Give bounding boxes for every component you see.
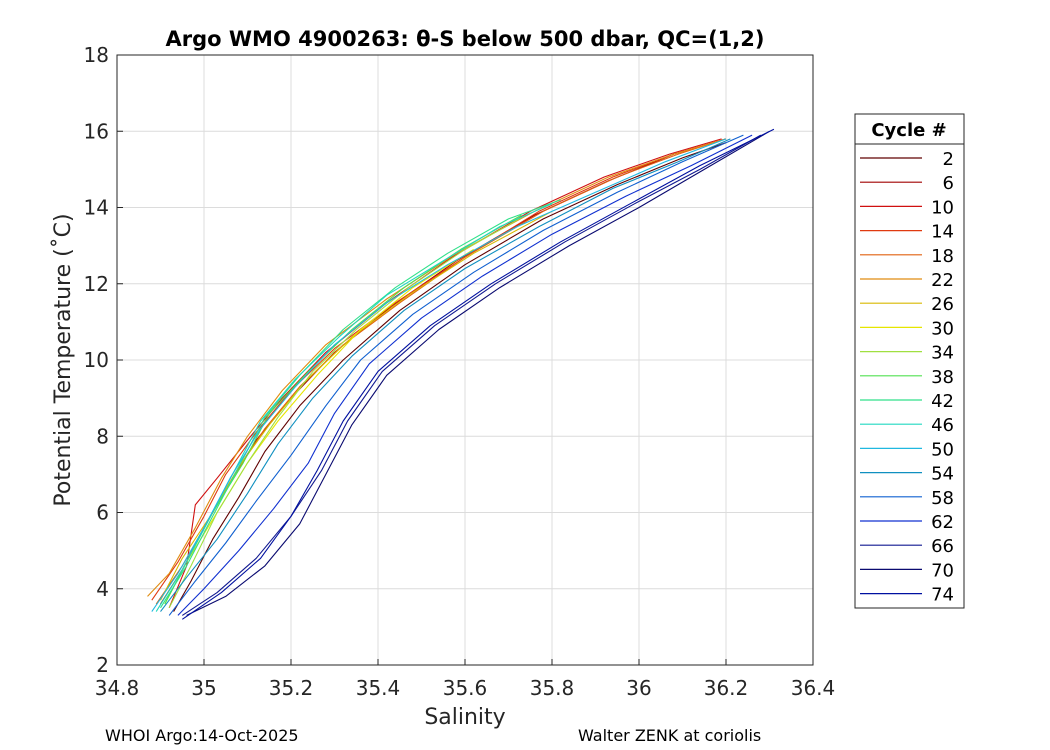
x-tick-label: 35.6 bbox=[443, 676, 488, 700]
legend-entry-label: 38 bbox=[931, 367, 954, 388]
y-tick-label: 12 bbox=[84, 272, 109, 296]
y-axis-ticks: 2 4 6 8 10 12 14 16 18 bbox=[84, 43, 123, 677]
legend-entry-label: 18 bbox=[931, 246, 954, 267]
legend-entry-label: 66 bbox=[931, 536, 954, 557]
y-tick-label: 18 bbox=[84, 43, 109, 67]
y-tick-label: 14 bbox=[84, 196, 109, 220]
legend-entry-label: 14 bbox=[931, 222, 954, 243]
x-tick-label: 36 bbox=[626, 676, 651, 700]
series-line-cycle-70 bbox=[186, 130, 770, 616]
series-line-cycle-26 bbox=[160, 210, 553, 601]
x-tick-label: 35 bbox=[191, 676, 216, 700]
grid-lines bbox=[116, 54, 814, 666]
y-tick-label: 6 bbox=[96, 501, 109, 525]
legend-entry-label: 26 bbox=[931, 294, 954, 315]
footer-left: WHOI Argo:14-Oct-2025 bbox=[105, 726, 299, 745]
x-tick-label: 35.8 bbox=[530, 676, 575, 700]
chart-title: Argo WMO 4900263: θ-S below 500 dbar, QC… bbox=[166, 27, 765, 51]
legend-title: Cycle # bbox=[871, 120, 946, 141]
footer-right: Walter ZENK at coriolis bbox=[578, 726, 761, 745]
series-line-cycle-58 bbox=[168, 134, 744, 616]
series-line-cycle-74 bbox=[181, 128, 775, 620]
series-line-cycle-10 bbox=[168, 138, 722, 609]
x-axis-label: Salinity bbox=[424, 705, 505, 730]
legend-box bbox=[854, 113, 965, 609]
series-lines bbox=[147, 128, 775, 620]
series-line-cycle-50 bbox=[151, 138, 727, 612]
legend-entry-label: 62 bbox=[931, 512, 954, 533]
legend-entry-label: 10 bbox=[931, 197, 954, 218]
series-line-cycle-14 bbox=[151, 138, 727, 601]
y-tick-label: 10 bbox=[84, 348, 109, 372]
legend: Cycle # 26101418222630343842465054586266… bbox=[854, 113, 965, 609]
y-tick-label: 8 bbox=[96, 424, 109, 448]
legend-entry-label: 46 bbox=[931, 415, 954, 436]
x-axis-ticks: 34.8 35 35.2 35.4 35.6 35.8 36 36.2 36.4 bbox=[95, 659, 836, 700]
series-line-cycle-66 bbox=[181, 134, 762, 616]
series-line-cycle-54 bbox=[160, 138, 731, 612]
legend-entry-label: 22 bbox=[931, 270, 954, 291]
y-tick-label: 16 bbox=[84, 119, 109, 143]
series-line-cycle-22 bbox=[147, 138, 727, 597]
legend-entry-label: 50 bbox=[931, 439, 954, 460]
x-tick-label: 36.4 bbox=[791, 676, 836, 700]
y-tick-label: 2 bbox=[96, 653, 109, 677]
plot-area: 34.8 35 35.2 35.4 35.6 35.8 36 36.2 36.4 2 4 6 8 10 1… bbox=[84, 43, 836, 700]
series-line-cycle-34 bbox=[168, 214, 527, 609]
y-tick-label: 4 bbox=[96, 577, 109, 601]
legend-entry-label: 2 bbox=[943, 149, 954, 170]
legend-entry-label: 54 bbox=[931, 464, 954, 485]
x-tick-label: 35.4 bbox=[356, 676, 401, 700]
series-line-cycle-2 bbox=[173, 142, 727, 612]
legend-entry-label: 6 bbox=[943, 173, 954, 194]
legend-entry-label: 70 bbox=[931, 560, 954, 581]
legend-entry-label: 34 bbox=[931, 343, 954, 364]
legend-entry-label: 58 bbox=[931, 488, 954, 509]
x-tick-label: 35.2 bbox=[269, 676, 314, 700]
x-tick-label: 34.8 bbox=[95, 676, 140, 700]
series-line-cycle-62 bbox=[177, 134, 753, 616]
x-tick-label: 36.2 bbox=[704, 676, 749, 700]
legend-entry-label: 42 bbox=[931, 391, 954, 412]
y-axis-label: Potential Temperature (˚C) bbox=[51, 213, 76, 506]
legend-entry-label: 74 bbox=[931, 585, 954, 606]
series-line-cycle-46 bbox=[155, 203, 553, 612]
legend-entry-label: 30 bbox=[931, 318, 954, 339]
